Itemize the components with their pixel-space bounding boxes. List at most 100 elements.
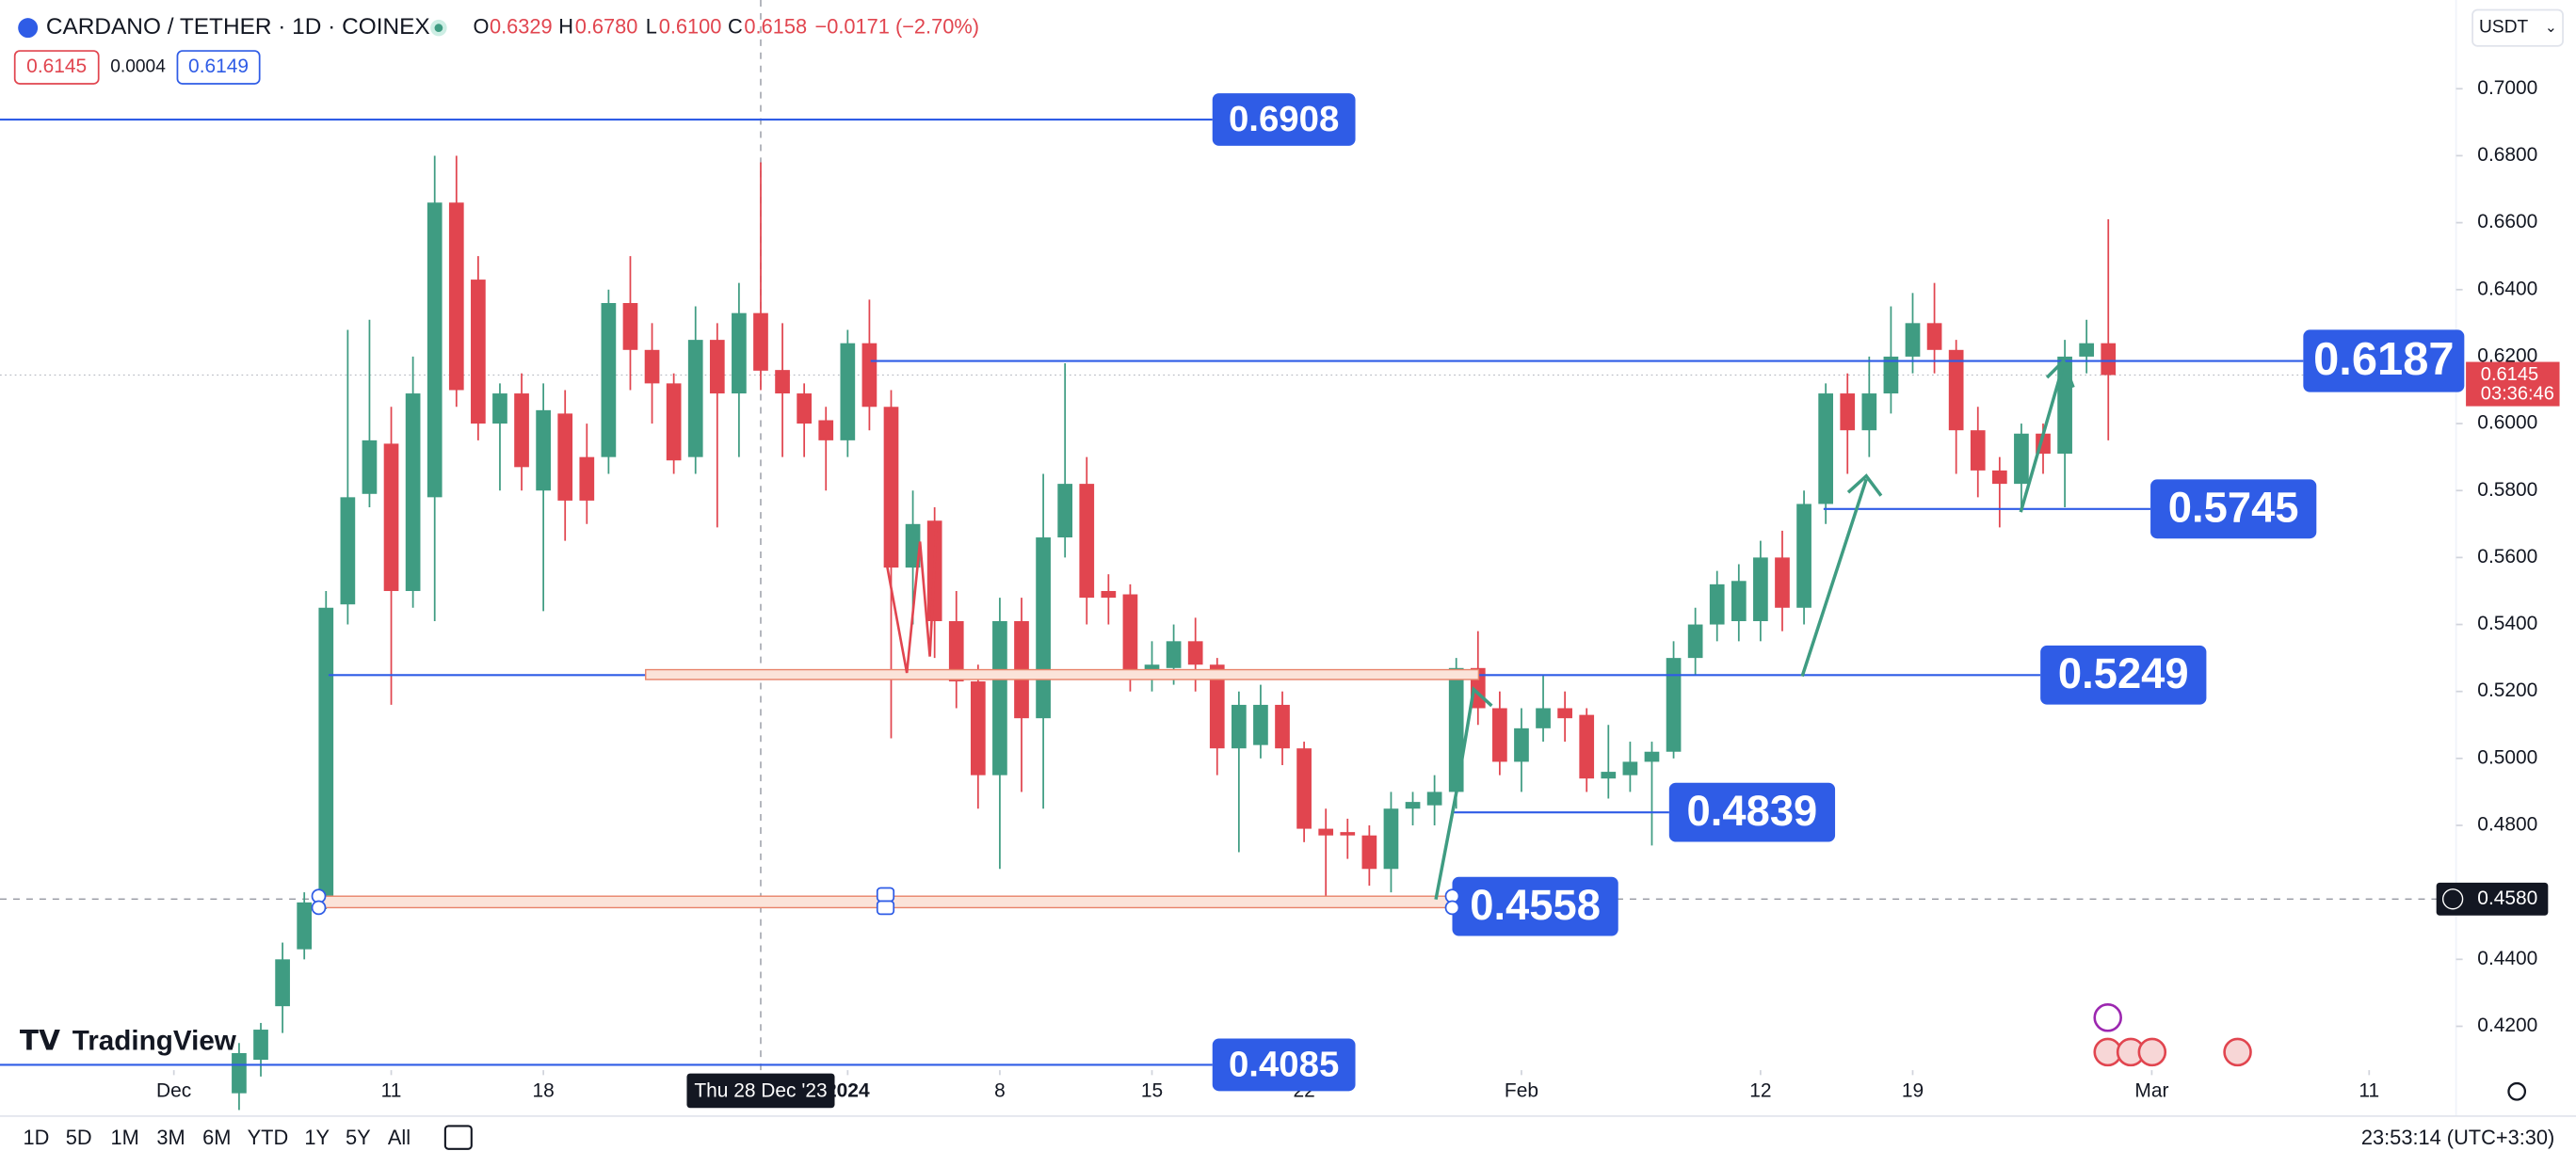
plot-area: 0.7000 0.6800 0.6600 0.6400 0.6200 0.6000 0.58… — [0, 0, 2560, 1116]
bid-box[interactable] — [13, 50, 100, 85]
toolbar: 1D 5D 1M 3M 6M YTD 1Y 5Y All — [23, 1126, 411, 1149]
candle-body — [1970, 430, 1986, 471]
candle-body — [318, 607, 334, 896]
range-button[interactable]: YTD — [248, 1126, 289, 1149]
candle-body — [340, 497, 356, 605]
countdown-label: 03:36:46 — [2481, 384, 2554, 405]
settings-icon[interactable] — [2507, 1081, 2527, 1101]
range-button[interactable]: 3M — [156, 1126, 185, 1149]
x-tick-label: 11 — [381, 1079, 402, 1101]
candle-body — [1275, 704, 1290, 749]
level-label: 0.4558 — [1470, 881, 1601, 929]
candle-body — [1883, 356, 1899, 394]
last-price-label: 0.6145 — [2481, 364, 2538, 385]
x-tick-label: 11 — [2359, 1079, 2379, 1101]
candle-body — [948, 620, 964, 682]
ohlc-value: 0.6158 — [744, 14, 807, 38]
candle-body — [1601, 772, 1617, 779]
candle-body — [1079, 484, 1095, 599]
currency-label: USDT — [2479, 18, 2528, 38]
event-icon[interactable] — [2093, 1003, 2122, 1032]
candle-body — [405, 393, 421, 591]
ohlc-label: H — [558, 14, 573, 38]
candle-body — [1253, 704, 1268, 745]
candle-body — [2014, 433, 2029, 485]
range-button[interactable]: 5D — [66, 1126, 92, 1149]
candle-body — [1536, 708, 1551, 728]
symbol-title[interactable]: CARDANO / TETHER · 1D · COINEX — [46, 14, 430, 40]
x-tick-label: 19 — [1902, 1079, 1924, 1101]
level-label: 0.5745 — [2168, 484, 2299, 532]
currency-select[interactable] — [2471, 8, 2564, 47]
zone — [645, 668, 1480, 680]
ohlc-value: 0.6329 — [490, 14, 553, 38]
candle-body — [1622, 761, 1638, 775]
x-tick-label: 2024 — [826, 1079, 870, 1101]
candle-body — [253, 1030, 268, 1061]
level-label-box — [2040, 645, 2207, 705]
ohlc-value: 0.6780 — [575, 14, 638, 38]
candle-body — [1426, 791, 1442, 806]
bid-price: 0.6145 — [26, 56, 87, 77]
y-tick-label: 0.6600 — [2477, 211, 2537, 232]
candle-body — [1057, 484, 1073, 538]
candle-body — [709, 340, 725, 394]
candle-body — [1687, 624, 1703, 659]
y-tick-label: 0.5800 — [2477, 479, 2537, 501]
candle-body — [1340, 832, 1356, 836]
level-label: 0.4085 — [1229, 1044, 1339, 1084]
y-tick-label: 0.6000 — [2477, 412, 2537, 434]
candle-body — [536, 409, 551, 491]
candle-body — [448, 202, 464, 391]
candle-body — [1122, 594, 1138, 679]
candle-body — [1448, 667, 1464, 792]
ask-price: 0.6149 — [188, 56, 249, 77]
x-tick-label: 15 — [1141, 1079, 1163, 1101]
candle-body — [1166, 641, 1182, 668]
candle-body — [1187, 641, 1203, 665]
candle-body — [840, 343, 856, 440]
candle-body — [1709, 584, 1725, 625]
range-button[interactable]: 1Y — [304, 1126, 330, 1149]
drawn-arrow — [2019, 363, 2066, 513]
calendar-icon[interactable] — [443, 1125, 473, 1150]
candle-body — [1905, 323, 1921, 357]
candle-body — [775, 370, 790, 394]
ask-box[interactable] — [176, 50, 261, 85]
candle-body — [1232, 704, 1247, 749]
range-button[interactable]: 6M — [202, 1126, 231, 1149]
candle-body — [1405, 802, 1421, 809]
candle-body — [1557, 708, 1572, 719]
candle-body — [1514, 727, 1529, 762]
candle-body — [1818, 393, 1834, 504]
crosshair-price-box — [2436, 882, 2549, 916]
y-tick-label: 0.6800 — [2477, 144, 2537, 166]
candle-body — [1861, 393, 1877, 431]
event-icon[interactable] — [2223, 1037, 2252, 1067]
range-button[interactable]: All — [388, 1126, 411, 1149]
range-button[interactable]: 1D — [23, 1126, 49, 1149]
candle-body — [818, 420, 834, 440]
candle-body — [492, 393, 507, 424]
handle — [876, 900, 895, 916]
candle-body — [1796, 504, 1811, 608]
range-button[interactable]: 1M — [110, 1126, 138, 1149]
range-button[interactable]: 5Y — [346, 1126, 371, 1149]
logo[interactable]: TradingView — [72, 1025, 237, 1056]
candle-body — [1209, 664, 1225, 749]
candle-body — [232, 1052, 247, 1094]
candle-body — [427, 202, 443, 498]
y-tick-label: 0.5400 — [2477, 613, 2537, 634]
candle-body — [1840, 393, 1856, 431]
level-label: 0.6908 — [1229, 99, 1339, 139]
drawn-arrow — [885, 525, 938, 674]
x-tick-label: Mar — [2134, 1079, 2168, 1101]
status-dot — [434, 24, 443, 33]
candle-body — [883, 407, 899, 568]
level-label: 0.5249 — [2058, 649, 2189, 697]
event-icon[interactable] — [2137, 1037, 2167, 1067]
candle-body — [1753, 557, 1768, 621]
y-tick-label: 0.4200 — [2477, 1015, 2537, 1036]
candle-body — [514, 393, 529, 468]
